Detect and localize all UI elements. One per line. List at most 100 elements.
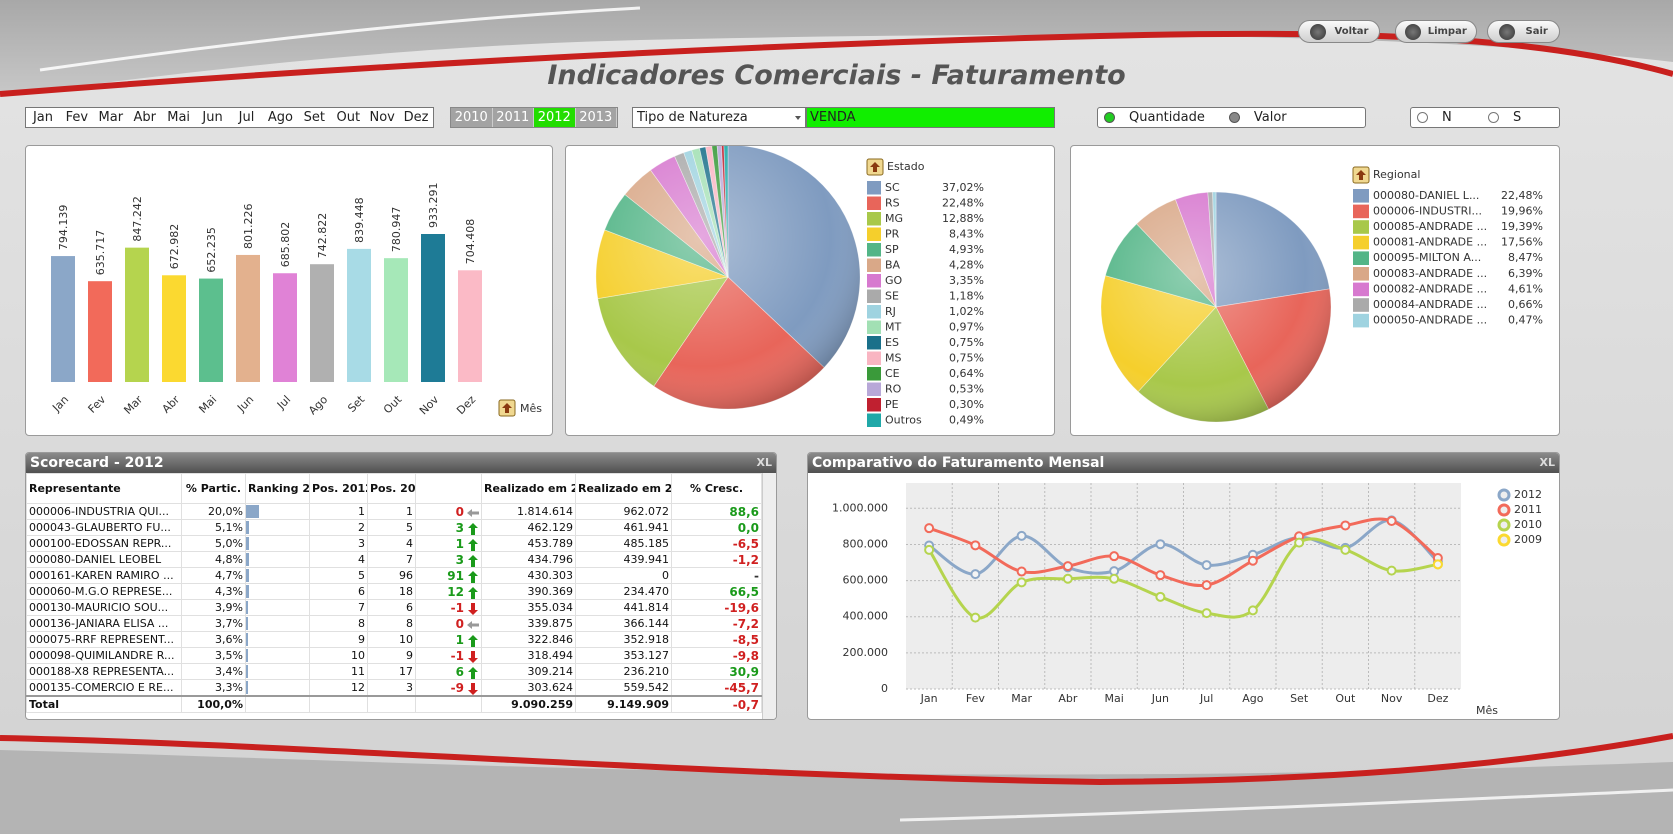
year-option[interactable]: 2011 — [492, 108, 534, 127]
export-button[interactable]: XL — [756, 456, 773, 469]
delta-value: 0 — [455, 504, 464, 519]
month-option[interactable]: Set — [303, 110, 326, 125]
export-button[interactable]: XL — [1539, 456, 1556, 469]
point-marker — [1062, 573, 1073, 584]
month-option[interactable]: Nov — [369, 110, 395, 125]
bar-cell — [245, 535, 310, 552]
cell: 3 — [367, 679, 416, 697]
legend-label: 2009 — [1514, 533, 1542, 546]
column-header[interactable]: Pos. 2012 — [309, 473, 368, 504]
month-option[interactable]: Abr — [133, 110, 156, 125]
column-header[interactable]: Representante — [26, 473, 182, 504]
option-label: Valor — [1253, 110, 1287, 125]
button-icon — [1405, 23, 1422, 40]
point-marker — [1340, 544, 1351, 555]
x-tick-label: Mai — [1104, 692, 1123, 705]
delta-value: 91 — [447, 568, 464, 583]
legend-value: 0,75% — [949, 336, 984, 349]
share-bar — [246, 553, 250, 566]
ns-option[interactable]: S — [1488, 110, 1559, 125]
legend-label: 000083-ANDRADE ... — [1373, 267, 1487, 280]
column-header[interactable]: Ranking 2012 — [245, 473, 310, 504]
cell: 366.144 — [575, 615, 672, 632]
month-option[interactable]: Jan — [32, 110, 53, 125]
month-option[interactable]: Jun — [202, 110, 223, 125]
cell: 8 — [309, 615, 368, 632]
trend-arrow — [468, 602, 478, 615]
legend-value: 0,49% — [949, 413, 984, 426]
nav-button[interactable]: Limpar — [1395, 20, 1477, 43]
bar — [236, 254, 260, 382]
pie-panel: Estado SC 37,02% RS 22,48% MG 12,88% PR 8,43% SP 4… — [565, 145, 1055, 436]
ns-option[interactable]: N — [1417, 110, 1488, 125]
legend-swatch — [867, 367, 881, 381]
column-header[interactable]: % Cresc. — [671, 473, 762, 504]
cell: 303.624 — [481, 679, 576, 697]
cell: 000060-M.G.O REPRESE... — [26, 583, 182, 600]
cell: 5,1% — [181, 519, 246, 536]
trend-arrow — [468, 666, 478, 679]
radio-circle — [1488, 112, 1499, 123]
legend-swatch — [867, 382, 881, 396]
total-row: Total 100,0% 9.090.259 9.149.909 -0,7 — [26, 695, 762, 713]
trend-arrow — [468, 538, 478, 551]
cell: 6 — [309, 583, 368, 600]
month-option[interactable]: Mar — [98, 110, 124, 125]
column-header[interactable]: Pos. 2011 — [367, 473, 416, 504]
legend-swatch — [867, 212, 881, 226]
point-marker — [1294, 537, 1305, 548]
cell: 318.494 — [481, 647, 576, 664]
x-tick-label: Jul — [1199, 692, 1213, 705]
y-tick-label: 800.000 — [843, 537, 889, 550]
legend-title: Regional — [1373, 168, 1420, 181]
cell: 485.185 — [575, 535, 672, 552]
x-tick-label: Nov — [1381, 692, 1403, 705]
table-row: 000100-EDOSSAN REPR... 5,0% 3 4 1 453.789 485.… — [26, 535, 762, 552]
trend-arrow — [467, 508, 479, 517]
legend-value: 4,28% — [949, 258, 984, 271]
column-header[interactable]: % Partic. — [181, 473, 246, 504]
scrollbar[interactable] — [762, 473, 776, 719]
month-option[interactable]: Mai — [167, 110, 191, 125]
column-header[interactable]: Realizado em 2011 — [575, 473, 672, 504]
point-marker — [1201, 608, 1212, 619]
cell: 4 — [367, 535, 416, 552]
measure-option[interactable]: Quantidade — [1104, 110, 1205, 125]
month-option[interactable]: Dez — [403, 110, 429, 125]
cell: Total — [26, 695, 182, 713]
month-option[interactable]: Out — [336, 110, 361, 125]
bar-cell — [245, 663, 310, 680]
cell: 5,0% — [181, 535, 246, 552]
month-option[interactable]: Ago — [267, 110, 293, 125]
cell: 000161-KAREN RAMIRO ... — [26, 567, 182, 584]
cell: 5 — [309, 567, 368, 584]
point-marker — [1016, 566, 1027, 577]
delta-value: 12 — [447, 584, 464, 599]
legend-label: 000082-ANDRADE ... — [1373, 282, 1487, 295]
cell: 18 — [367, 583, 416, 600]
nav-button[interactable]: Sair — [1487, 20, 1560, 43]
year-option[interactable]: 2010 — [451, 108, 493, 127]
table-row: 000136-JANIARA ELISA ... 3,7% 8 8 0 339.875 36… — [26, 615, 762, 632]
column-header[interactable]: Realizado em 2012 — [481, 473, 576, 504]
month-option[interactable]: Fev — [65, 110, 89, 125]
legend-label: 2010 — [1514, 518, 1542, 531]
scorecard-panel: Scorecard - 2012 XL Representante% Partic… — [25, 452, 777, 720]
measure-option[interactable]: Valor — [1228, 110, 1287, 125]
cell: 339.875 — [481, 615, 576, 632]
nav-button[interactable]: Voltar — [1298, 20, 1380, 43]
legend-value: 0,53% — [949, 382, 984, 395]
year-option[interactable]: 2012 — [534, 108, 576, 127]
share-bar — [246, 633, 249, 646]
x-tick-label: Ago — [1242, 692, 1264, 705]
natureza-dropdown[interactable]: Tipo de Natureza — [632, 107, 806, 128]
month-option[interactable]: Jul — [238, 110, 255, 125]
year-option[interactable]: 2013 — [575, 108, 617, 127]
bar — [310, 264, 334, 382]
cell: -0,7 — [671, 695, 762, 713]
point-marker — [1432, 559, 1443, 570]
cell: 236.210 — [575, 663, 672, 680]
